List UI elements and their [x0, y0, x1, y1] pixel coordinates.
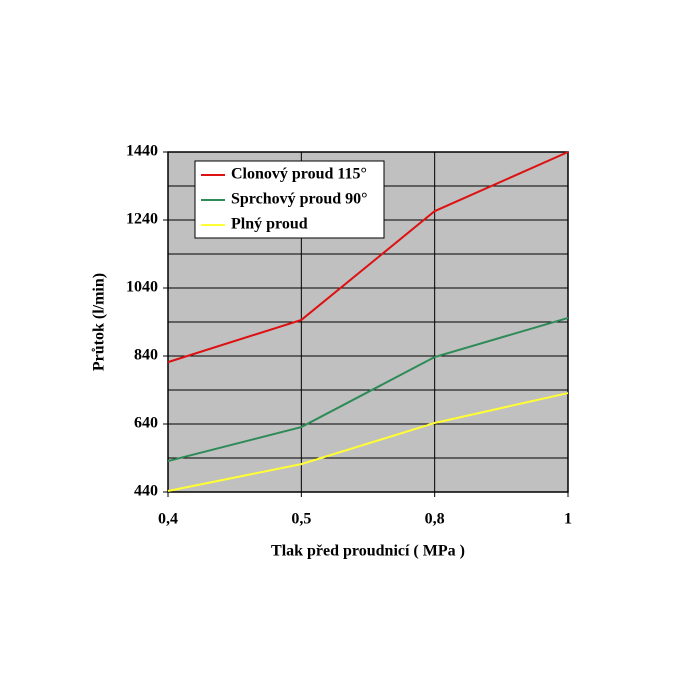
y-tick-label: 1040: [126, 279, 158, 296]
legend-box: [194, 160, 385, 239]
legend-label: Sprchový proud 90°: [231, 191, 368, 208]
x-tick-label: 0,4: [158, 511, 178, 528]
y-tick-label: 1440: [126, 143, 158, 160]
y-axis-label: Průtok (l/min): [91, 273, 108, 371]
x-axis-label: Tlak před proudnicí ( MPa ): [271, 543, 465, 560]
series-line: [167, 392, 569, 492]
y-tick-label: 640: [134, 415, 158, 432]
legend-label: Clonový proud 115°: [231, 166, 367, 183]
y-tick-label: 840: [134, 347, 158, 364]
series-line: [167, 151, 569, 364]
y-tick-label: 440: [134, 483, 158, 500]
x-tick-label: 1: [564, 511, 572, 528]
y-tick-label: 1240: [126, 211, 158, 228]
x-tick-label: 0,8: [425, 511, 445, 528]
series-line: [167, 316, 569, 463]
legend-label: Plný proud: [231, 216, 308, 233]
plot-border: [167, 151, 569, 493]
x-tick-label: 0,5: [291, 511, 311, 528]
